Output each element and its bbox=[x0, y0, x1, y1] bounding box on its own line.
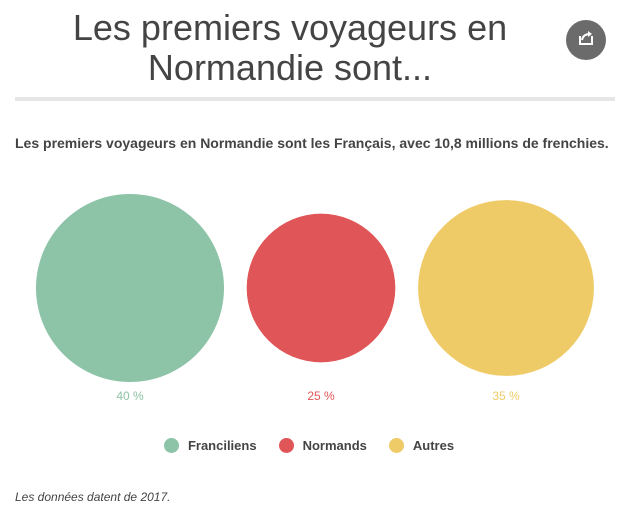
legend-label: Franciliens bbox=[187, 438, 257, 453]
legend-label: Autres bbox=[412, 438, 455, 453]
legend-item-franciliens[interactable]: Franciliens bbox=[163, 438, 257, 453]
bubble-normands[interactable] bbox=[246, 213, 396, 363]
value-label-autres: 35 % bbox=[492, 389, 520, 403]
bubble-chart: 40 % 25 % 35 % bbox=[36, 194, 594, 403]
share-icon bbox=[577, 29, 595, 52]
legend-swatch bbox=[278, 438, 294, 453]
title-line-2: Normandie sont... bbox=[147, 47, 433, 88]
footnote: Les données datent de 2017. bbox=[15, 490, 171, 504]
title-divider bbox=[15, 97, 615, 101]
bubble-franciliens[interactable] bbox=[36, 194, 224, 382]
share-button[interactable] bbox=[566, 20, 606, 60]
chart-subtitle: Les premiers voyageurs en Normandie sont… bbox=[15, 135, 609, 151]
legend-label: Normands bbox=[302, 438, 367, 453]
legend-swatch bbox=[388, 438, 404, 453]
chart-legend: Franciliens Normands Autres bbox=[0, 438, 618, 453]
legend-item-autres[interactable]: Autres bbox=[388, 438, 455, 453]
value-label-normands: 25 % bbox=[307, 389, 335, 403]
legend-swatch bbox=[163, 438, 179, 453]
value-label-franciliens: 40 % bbox=[116, 389, 144, 403]
legend-item-normands[interactable]: Normands bbox=[278, 438, 367, 453]
title-line-1: Les premiers voyageurs en bbox=[72, 7, 508, 48]
bubble-autres[interactable] bbox=[418, 200, 594, 376]
chart-title: Les premiers voyageurs en Normandie sont… bbox=[40, 8, 540, 88]
